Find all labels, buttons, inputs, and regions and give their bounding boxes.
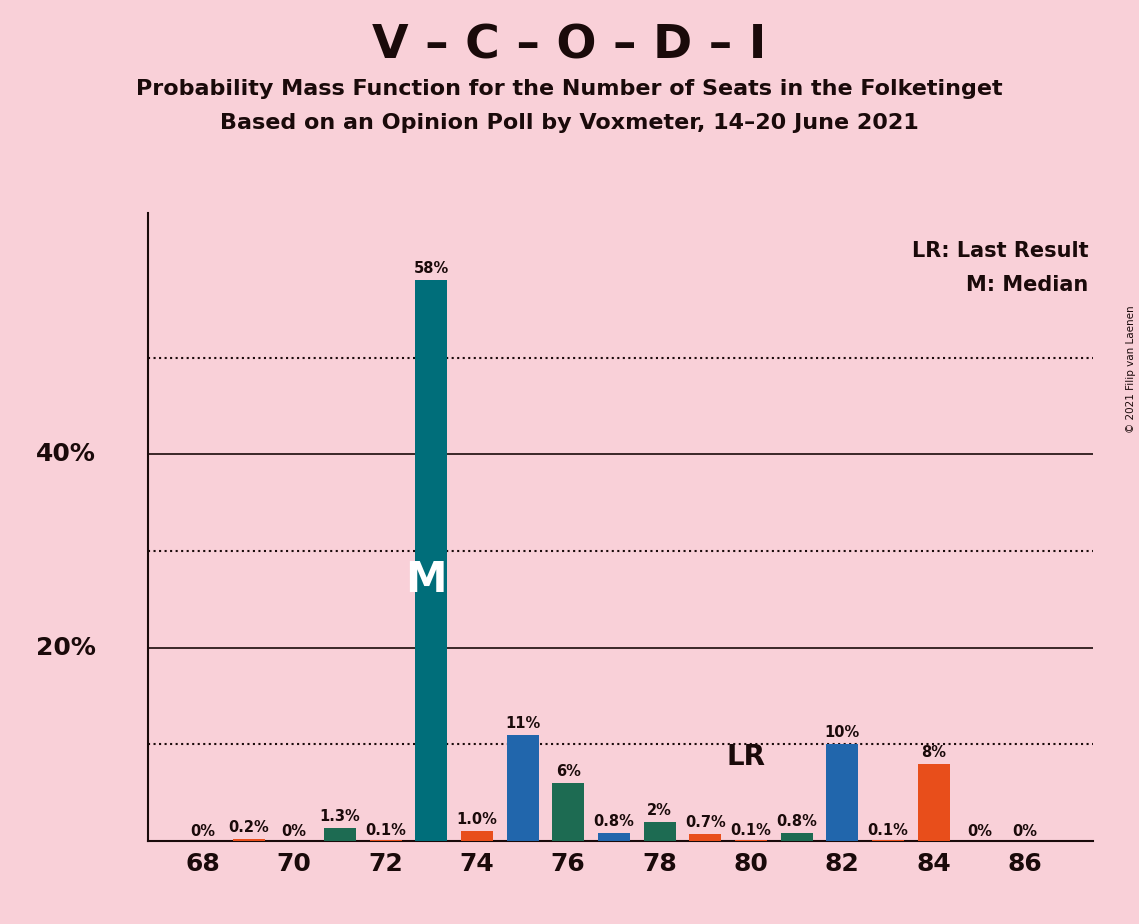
Text: 40%: 40% — [36, 443, 96, 467]
Bar — [735, 840, 767, 841]
Text: 6%: 6% — [556, 764, 581, 779]
Bar — [552, 783, 584, 841]
Bar — [461, 832, 493, 841]
Text: Probability Mass Function for the Number of Seats in the Folketinget: Probability Mass Function for the Number… — [137, 79, 1002, 99]
Bar — [232, 839, 264, 841]
Text: 10%: 10% — [825, 725, 860, 740]
Bar — [323, 828, 355, 841]
Text: 8%: 8% — [921, 745, 947, 760]
Text: 0.8%: 0.8% — [593, 814, 634, 829]
Bar — [507, 735, 539, 841]
Text: 1.3%: 1.3% — [320, 809, 360, 824]
Bar — [689, 834, 721, 841]
Text: 58%: 58% — [413, 261, 449, 276]
Bar — [644, 821, 675, 841]
Text: 20%: 20% — [36, 636, 96, 660]
Text: 0%: 0% — [1013, 824, 1038, 839]
Text: 0%: 0% — [281, 824, 306, 839]
Text: 11%: 11% — [505, 716, 540, 731]
Bar — [872, 840, 904, 841]
Text: © 2021 Filip van Laenen: © 2021 Filip van Laenen — [1126, 306, 1136, 433]
Text: 0.1%: 0.1% — [730, 823, 771, 838]
Text: M: M — [405, 559, 446, 601]
Text: LR: LR — [727, 743, 765, 771]
Text: LR: Last Result: LR: Last Result — [912, 241, 1089, 261]
Text: 0%: 0% — [190, 824, 215, 839]
Text: 1.0%: 1.0% — [457, 812, 498, 827]
Text: 0.1%: 0.1% — [366, 823, 405, 838]
Text: M: Median: M: Median — [967, 275, 1089, 296]
Text: Based on an Opinion Poll by Voxmeter, 14–20 June 2021: Based on an Opinion Poll by Voxmeter, 14… — [220, 113, 919, 133]
Bar — [598, 833, 630, 841]
Text: 0.2%: 0.2% — [228, 820, 269, 835]
Bar — [826, 744, 859, 841]
Text: 0.8%: 0.8% — [776, 814, 817, 829]
Text: 0.1%: 0.1% — [868, 823, 909, 838]
Bar — [918, 763, 950, 841]
Text: V – C – O – D – I: V – C – O – D – I — [372, 23, 767, 68]
Bar — [369, 840, 402, 841]
Bar — [780, 833, 812, 841]
Text: 0%: 0% — [967, 824, 992, 839]
Text: 0.7%: 0.7% — [685, 815, 726, 830]
Text: 2%: 2% — [647, 803, 672, 818]
Bar — [416, 280, 448, 841]
